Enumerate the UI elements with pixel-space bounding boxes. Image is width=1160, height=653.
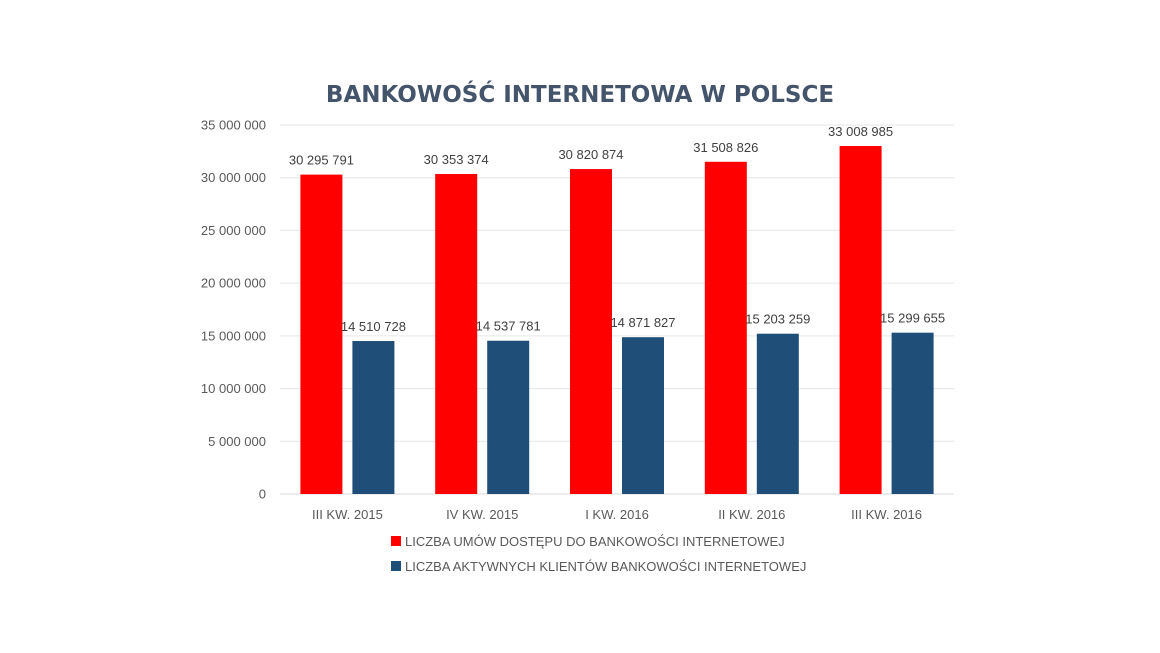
legend-label: LICZBA UMÓW DOSTĘPU DO BANKOWOŚCI INTERN…	[405, 534, 785, 549]
x-tick-label: III KW. 2015	[312, 507, 383, 522]
y-tick-label: 5 000 000	[208, 434, 266, 449]
legend-label: LICZBA AKTYWNYCH KLIENTÓW BANKOWOŚCI INT…	[405, 559, 806, 574]
y-tick-label: 20 000 000	[201, 276, 266, 291]
data-label: 14 510 728	[341, 319, 406, 334]
data-label: 31 508 826	[693, 140, 758, 155]
bars: 30 295 791 14 510 728 30 353 374 14 537 781…	[289, 124, 945, 495]
bar	[487, 340, 530, 494]
bar	[352, 341, 395, 494]
bar	[704, 161, 747, 494]
x-tick-label: II KW. 2016	[718, 507, 785, 522]
y-tick-label: 30 000 000	[201, 170, 266, 185]
bar	[570, 169, 612, 494]
data-label: 14 537 781	[476, 319, 541, 334]
data-label: 30 353 374	[424, 152, 489, 167]
bar	[891, 332, 934, 494]
legend-item: LICZBA AKTYWNYCH KLIENTÓW BANKOWOŚCI INT…	[391, 559, 806, 574]
data-label: 30 295 791	[289, 153, 354, 168]
data-label: 30 820 874	[558, 147, 623, 162]
bar	[756, 333, 799, 494]
legend-swatch	[391, 561, 401, 571]
y-tick-label: 15 000 000	[201, 328, 266, 343]
bar	[622, 337, 664, 494]
x-tick-label: IV KW. 2015	[446, 507, 518, 522]
y-tick-label: 0	[259, 487, 266, 502]
data-label: 14 871 827	[610, 315, 675, 330]
x-tick-label: III KW. 2016	[851, 507, 922, 522]
y-tick-label: 10 000 000	[201, 381, 266, 396]
data-label: 15 203 259	[745, 312, 810, 327]
data-label: 33 008 985	[828, 124, 893, 139]
x-tick-label: I KW. 2016	[585, 507, 649, 522]
bar	[300, 174, 343, 494]
bar	[435, 173, 478, 494]
legend-item: LICZBA UMÓW DOSTĘPU DO BANKOWOŚCI INTERN…	[391, 534, 785, 549]
x-axis: III KW. 2015 IV KW. 2015 I KW. 2016 II KW. …	[312, 507, 922, 522]
y-axis: 0 5 000 000 10 000 000 15 000 000 20 000 000…	[201, 118, 266, 502]
data-label: 15 299 655	[880, 311, 945, 326]
chart-title: BANKOWOŚĆ INTERNETOWA W POLSCE	[326, 80, 834, 108]
y-tick-label: 35 000 000	[201, 118, 266, 133]
legend: LICZBA UMÓW DOSTĘPU DO BANKOWOŚCI INTERN…	[391, 534, 806, 574]
y-tick-label: 25 000 000	[201, 223, 266, 238]
bar	[839, 145, 882, 495]
legend-swatch	[391, 536, 401, 546]
